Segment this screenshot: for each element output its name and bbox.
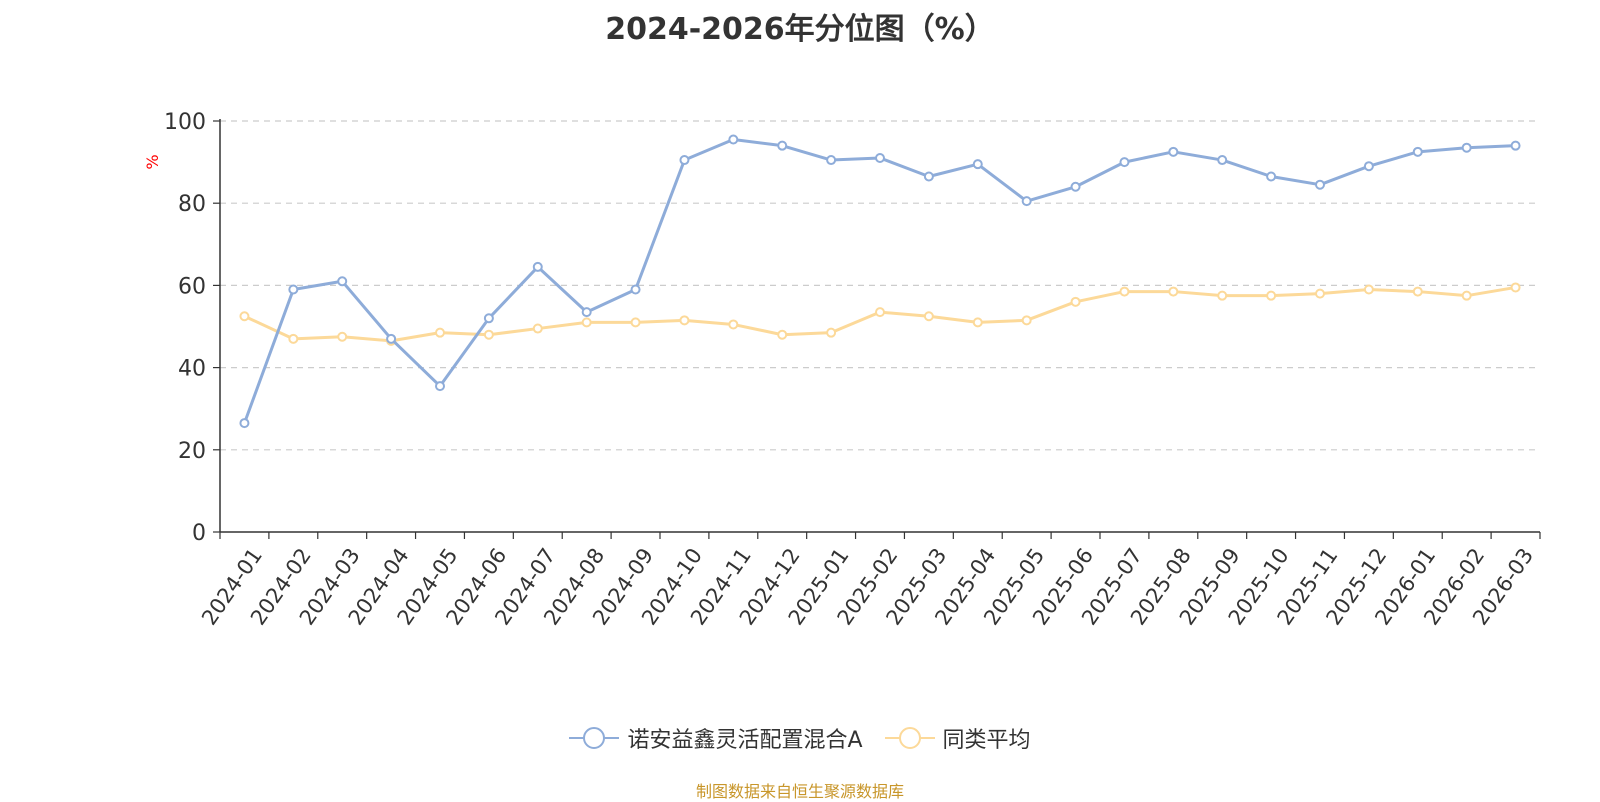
- y-tick-label: 0: [192, 521, 206, 546]
- data-point: [728, 319, 739, 330]
- data-point: [1119, 157, 1130, 168]
- legend-item-series-a[interactable]: 诺安益鑫灵活配置混合A: [569, 722, 863, 754]
- data-point: [1315, 288, 1325, 299]
- legend-label-series-b: 同类平均: [942, 728, 1031, 753]
- data-point: [435, 381, 445, 392]
- data-point: [581, 307, 592, 318]
- data-point: [1217, 290, 1228, 301]
- data-point: [337, 276, 348, 287]
- data-point: [679, 315, 690, 326]
- data-point: [1168, 146, 1179, 157]
- data-point: [875, 307, 885, 318]
- data-point: [728, 134, 739, 145]
- data-point: [483, 313, 494, 324]
- data-point: [1266, 171, 1277, 182]
- data-point: [972, 159, 983, 170]
- data-point: [483, 329, 494, 340]
- series-line: [243, 137, 1516, 424]
- data-point: [1412, 286, 1423, 297]
- data-point: [777, 140, 788, 151]
- data-point: [532, 261, 543, 272]
- data-point: [1119, 286, 1130, 297]
- grid-lines: [220, 120, 1540, 451]
- data-point: [1510, 140, 1521, 151]
- y-tick-label: 40: [178, 357, 206, 382]
- data-point: [1168, 286, 1179, 297]
- legend-label-series-a: 诺安益鑫灵活配置混合A: [627, 728, 863, 753]
- data-point: [630, 317, 641, 328]
- data-point: [1070, 181, 1081, 192]
- data-point: [630, 284, 641, 295]
- data-point: [923, 311, 934, 322]
- data-point: [923, 171, 934, 182]
- data-point: [435, 327, 445, 338]
- data-point: [386, 333, 397, 344]
- chart-title: 2024-2026年分位图（%）: [605, 12, 995, 47]
- data-point: [1363, 284, 1374, 295]
- source-note: 制图数据来自恒生聚源数据库: [695, 782, 904, 801]
- data-point: [875, 152, 885, 163]
- data-point: [826, 327, 837, 338]
- data-point: [1070, 296, 1081, 307]
- series-b: [239, 282, 1521, 346]
- data-point: [1021, 315, 1032, 326]
- y-axis-label: %: [143, 154, 162, 169]
- data-point: [777, 329, 788, 340]
- data-point: [532, 323, 543, 334]
- series: [239, 134, 1521, 429]
- data-point: [1266, 290, 1277, 301]
- data-point: [1363, 161, 1374, 172]
- y-tick-label: 20: [178, 439, 206, 464]
- data-point: [1021, 196, 1032, 207]
- y-tick-label: 80: [178, 192, 206, 217]
- data-point: [972, 317, 983, 328]
- data-point: [1461, 142, 1472, 153]
- data-point: [1461, 290, 1472, 301]
- legend-item-series-b[interactable]: 同类平均: [884, 722, 1031, 754]
- data-point: [679, 155, 690, 166]
- axes: 0204060801002024-012024-022024-032024-04…: [164, 110, 1541, 629]
- data-point: [1510, 282, 1521, 293]
- data-point: [239, 311, 250, 322]
- data-point: [337, 331, 348, 342]
- data-point: [288, 333, 299, 344]
- line-chart: 0204060801002024-012024-022024-032024-04…: [143, 110, 1541, 629]
- data-point: [581, 317, 592, 328]
- legend-swatch-series-b: [884, 727, 935, 749]
- data-point: [1217, 155, 1228, 166]
- data-point: [288, 284, 299, 295]
- legend-swatch-series-a: [569, 727, 620, 749]
- data-point: [1315, 179, 1325, 190]
- series-a: [239, 134, 1521, 429]
- data-point: [826, 155, 837, 166]
- y-tick-label: 100: [164, 110, 206, 135]
- data-point: [1412, 146, 1423, 157]
- legend: 诺安益鑫灵活配置混合A 同类平均: [0, 722, 1600, 754]
- data-point: [239, 418, 250, 429]
- y-tick-label: 60: [178, 274, 206, 299]
